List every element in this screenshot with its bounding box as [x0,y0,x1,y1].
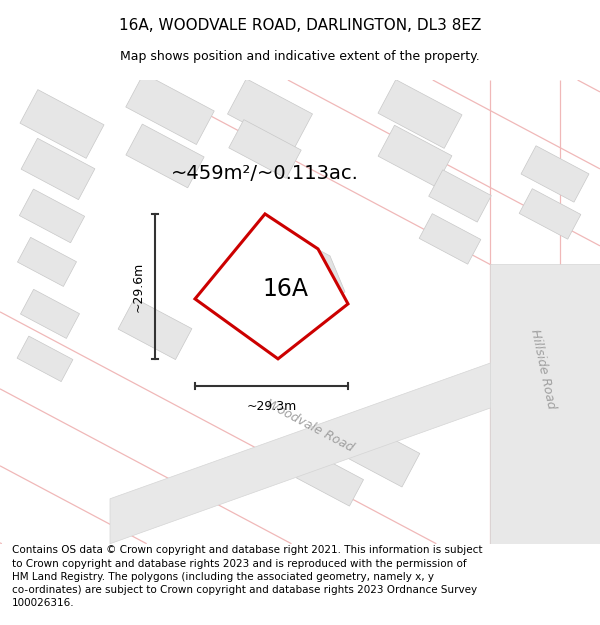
Polygon shape [242,229,345,326]
Polygon shape [340,421,420,487]
Text: ~459m²/~0.113ac.: ~459m²/~0.113ac. [171,164,359,184]
Polygon shape [17,238,77,286]
Polygon shape [126,74,214,144]
Polygon shape [378,125,452,187]
Text: 16A, WOODVALE ROAD, DARLINGTON, DL3 8EZ: 16A, WOODVALE ROAD, DARLINGTON, DL3 8EZ [119,18,481,32]
Text: ~29.6m: ~29.6m [132,261,145,311]
Text: Map shows position and indicative extent of the property.: Map shows position and indicative extent… [120,49,480,62]
Polygon shape [490,264,600,544]
Polygon shape [110,324,600,544]
Text: Contains OS data © Crown copyright and database right 2021. This information is : Contains OS data © Crown copyright and d… [12,546,482,608]
Polygon shape [521,146,589,202]
Polygon shape [195,214,348,359]
Text: Hillside Road: Hillside Road [528,328,558,410]
Polygon shape [229,119,301,178]
Polygon shape [378,79,462,148]
Polygon shape [428,170,491,222]
Polygon shape [17,336,73,382]
Polygon shape [20,289,80,338]
Polygon shape [126,124,204,188]
Polygon shape [118,298,192,359]
Polygon shape [519,189,581,239]
Text: Woodvale Road: Woodvale Road [264,398,356,454]
Polygon shape [21,138,95,199]
Polygon shape [419,214,481,264]
Polygon shape [227,79,313,149]
Text: ~29.3m: ~29.3m [247,400,296,413]
Polygon shape [20,89,104,158]
Polygon shape [296,451,364,506]
Polygon shape [19,189,85,242]
Text: 16A: 16A [262,277,308,301]
